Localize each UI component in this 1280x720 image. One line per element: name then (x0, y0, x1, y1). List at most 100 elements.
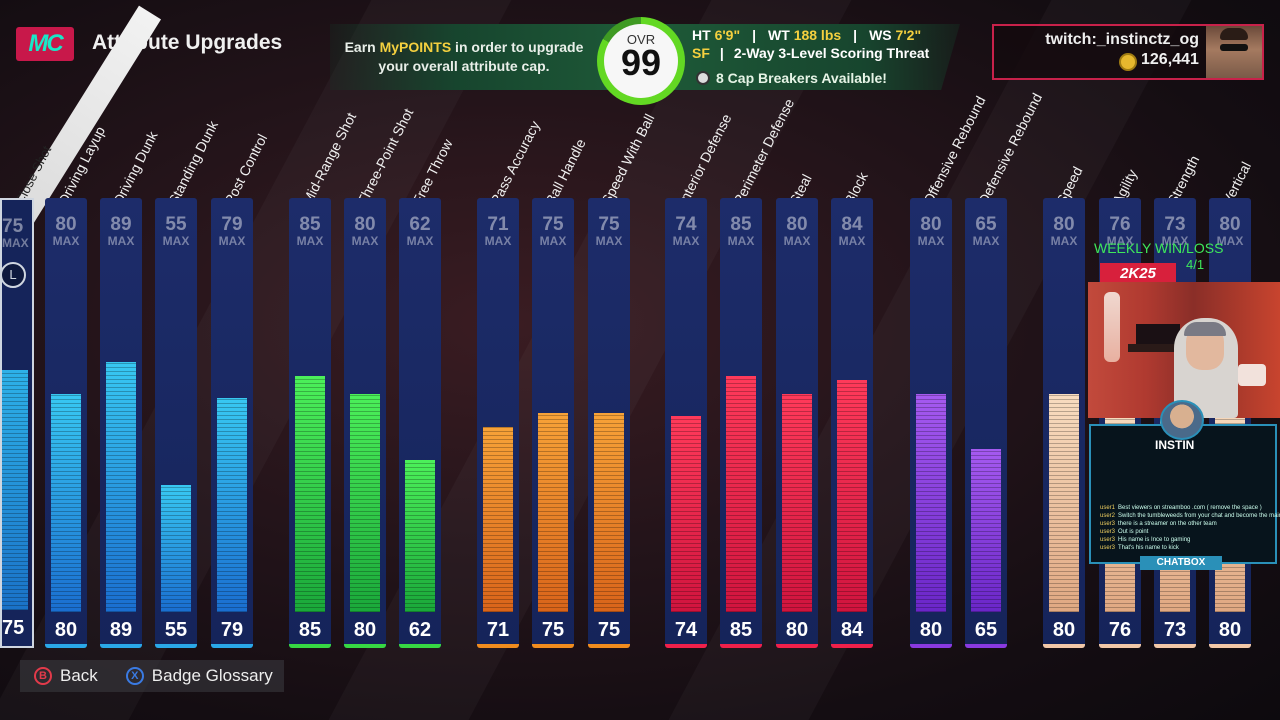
attribute-column-offensive-rebound[interactable]: 80 MAX 80 (910, 198, 952, 648)
mypoints-hint: Earn MyPOINTS in order to upgrade your o… (336, 38, 592, 76)
username: twitch:_instinctz_og (1045, 31, 1199, 48)
attribute-bar (295, 376, 325, 612)
chat-message: user3 That's his name to kick (1100, 545, 1179, 551)
chat-username: user1 (1100, 505, 1116, 511)
attribute-column-vertical[interactable]: 80 MAX 80 (1209, 198, 1251, 648)
attribute-value: 74 (674, 619, 698, 641)
attribute-cap: 75 (542, 214, 564, 235)
chat-text: His name is Ince to gaming (1118, 537, 1191, 543)
attribute-bar (726, 376, 756, 612)
chat-username: user3 (1100, 545, 1116, 551)
mypoints-highlight: MyPOINTS (379, 39, 452, 55)
attribute-cap: 62 (409, 214, 431, 235)
attribute-column-block[interactable]: 84 MAX 84 (831, 198, 873, 648)
attribute-value: 75 (541, 619, 565, 641)
weekly-win-loss-score: 4/1 (1186, 257, 1205, 272)
attribute-cap: 85 (299, 214, 321, 235)
attribute-bar (837, 380, 867, 612)
attribute-max-label: MAX (672, 234, 700, 248)
chat-message: user3 His name is Ince to gaming (1100, 537, 1190, 543)
attribute-max-label: MAX (162, 234, 190, 248)
wingspan-label: WS (869, 27, 892, 43)
chat-username: user3 (1100, 521, 1116, 527)
chat-text: there is a streamer on the other team (1118, 521, 1217, 527)
attribute-column-mid-range-shot[interactable]: 85 MAX 85 (289, 198, 331, 648)
attribute-max-label: MAX (727, 234, 755, 248)
attribute-value: 75 (2, 617, 25, 639)
attribute-column-driving-dunk[interactable]: 89 MAX 89 (100, 198, 142, 648)
chat-username: user3 (1100, 529, 1116, 535)
group-edge (588, 644, 630, 648)
attribute-label-driving-dunk: Driving Dunk (110, 128, 161, 208)
attribute-bar (350, 394, 380, 612)
attribute-column-post-control[interactable]: 79 MAX 79 (211, 198, 253, 648)
attribute-cap: 80 (920, 214, 942, 235)
attribute-column-speed[interactable]: 80 MAX 80 (1043, 198, 1085, 648)
mycareer-logo: MC (16, 27, 74, 61)
attribute-max-label: MAX (838, 234, 866, 248)
attribute-column-ball-handle[interactable]: 75 MAX 75 (532, 198, 574, 648)
chat-message: user1 Best viewers on streamboo .com ( re… (1100, 505, 1262, 511)
position-value: SF (692, 45, 710, 61)
chat-text: Best viewers on streamboo .com ( remove … (1118, 505, 1262, 511)
attribute-value: 84 (840, 619, 864, 641)
footer-controls: B Back X Badge Glossary (20, 660, 284, 692)
attribute-column-steal[interactable]: 80 MAX 80 (776, 198, 818, 648)
attribute-cap: 80 (1219, 214, 1241, 235)
attribute-column-defensive-rebound[interactable]: 65 MAX 65 (965, 198, 1007, 648)
attribute-max-label: MAX (595, 234, 623, 248)
badge-glossary-button[interactable]: Badge Glossary (151, 666, 273, 685)
attribute-value: 80 (785, 619, 809, 641)
attribute-column-interior-defense[interactable]: 74 MAX 74 (665, 198, 707, 648)
back-button[interactable]: Back (60, 666, 98, 685)
weight-value: 188 lbs (793, 27, 842, 43)
brand-text: 2K25 (1120, 264, 1156, 282)
attribute-max-label: MAX (1106, 234, 1134, 248)
attribute-bar (538, 413, 568, 612)
x-button-icon: X (125, 667, 144, 685)
attribute-bar (671, 416, 701, 612)
ovr-badge (604, 24, 678, 98)
player-build: SF | 2-Way 3-Level Scoring Threat (692, 45, 930, 61)
attribute-bar (782, 394, 812, 612)
attribute-cap: 55 (165, 214, 187, 235)
attribute-value: 80 (54, 619, 78, 641)
attribute-bar (51, 394, 81, 612)
height-value: 6'9" (714, 27, 741, 43)
group-edge (45, 644, 87, 648)
group-edge (1154, 644, 1196, 648)
attribute-bar (2, 370, 28, 610)
attribute-max-label: MAX (107, 234, 135, 248)
attribute-max-label: MAX (1161, 234, 1189, 248)
attribute-bar (106, 362, 136, 612)
ovr-value: 99 (620, 42, 662, 83)
weekly-win-loss-label: WEEKLY WIN/LOSS (1094, 240, 1224, 256)
attribute-label-pass-accuracy: Pass Accuracy (487, 118, 543, 208)
group-edge (477, 644, 519, 648)
attribute-column-pass-accuracy[interactable]: 71 MAX 71 (477, 198, 519, 648)
group-edge (776, 644, 818, 648)
group-edge (720, 644, 762, 648)
chat-message: user3 Out is point (1100, 529, 1148, 535)
attribute-column-perimeter-defense[interactable]: 85 MAX 85 (720, 198, 762, 648)
attribute-max-label: MAX (783, 234, 811, 248)
attribute-max-label: MAX (1216, 234, 1244, 248)
attribute-value: 85 (298, 619, 322, 641)
attribute-value: 80 (919, 619, 943, 641)
group-edge (665, 644, 707, 648)
player-avatar (1206, 26, 1262, 78)
group-edge (211, 644, 253, 648)
attribute-column-free-throw[interactable]: 62 MAX 62 (399, 198, 441, 648)
attribute-bar (161, 485, 191, 612)
attribute-column-driving-layup[interactable]: 80 MAX 80 (45, 198, 87, 648)
nba2k-logo: 2K25 (1100, 263, 1176, 283)
attribute-cap: 89 (110, 214, 132, 235)
vc-coin-icon (1119, 53, 1137, 71)
b-button-icon: B (34, 667, 52, 685)
l-button-icon: L (0, 262, 26, 288)
attribute-column-standing-dunk[interactable]: 55 MAX 55 (155, 198, 197, 648)
attribute-column-three-point-shot[interactable]: 80 MAX 80 (344, 198, 386, 648)
attribute-column-speed-with-ball[interactable]: 75 MAX 75 (588, 198, 630, 648)
attribute-cap: 80 (1053, 214, 1075, 235)
attribute-label-ball-handle: Ball Handle (542, 136, 589, 208)
